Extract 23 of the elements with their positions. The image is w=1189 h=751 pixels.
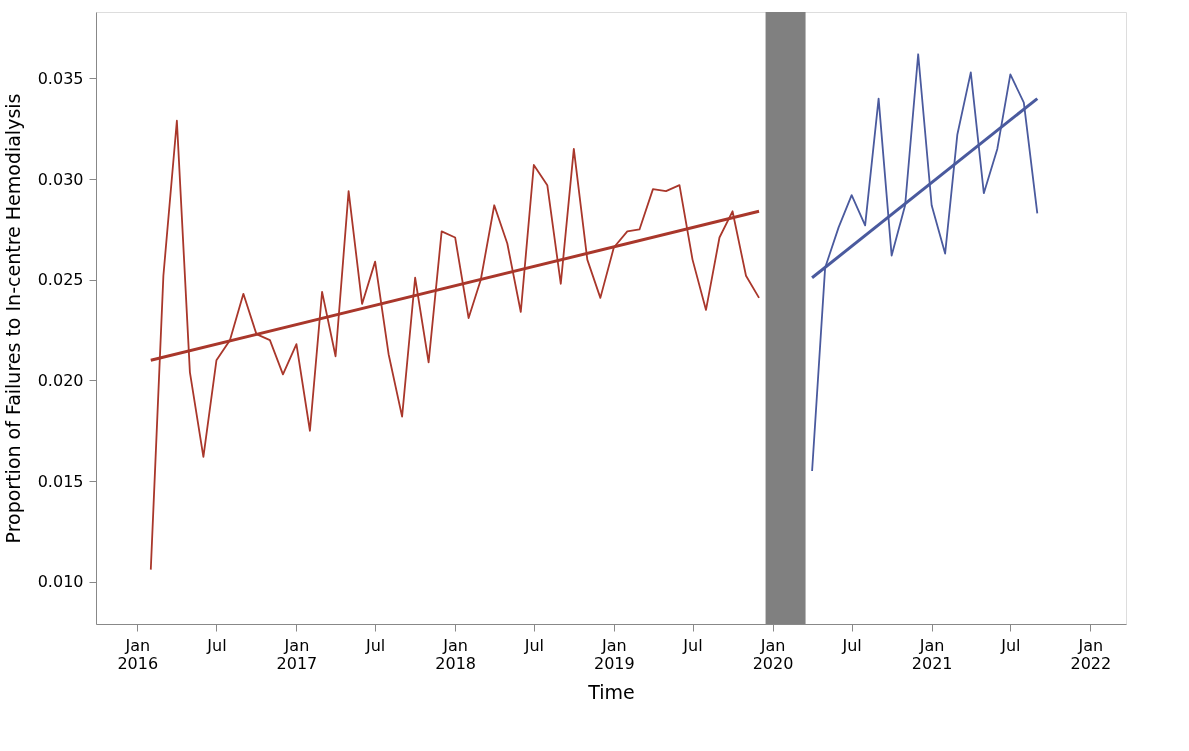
- x-tick-label: Jul: [523, 635, 544, 655]
- line-series: [149, 119, 760, 571]
- x-tick-label: Jul: [364, 635, 386, 655]
- y-tick-label: 0.025: [37, 270, 84, 290]
- x-tick-label: Jan 2018: [435, 635, 476, 673]
- line-series: [811, 53, 1039, 472]
- x-tick-label: Jan 2016: [117, 635, 159, 673]
- x-tick-label: Jul: [206, 635, 227, 655]
- x-tick-label: Jan 2019: [593, 635, 635, 673]
- y-tick-label: 0.035: [37, 68, 84, 88]
- x-tick-label: Jan 2021: [911, 635, 953, 673]
- x-tick-label: Jul: [682, 635, 703, 655]
- y-tick-label: 0.030: [37, 169, 84, 189]
- x-tick-label: Jan 2017: [276, 635, 318, 673]
- y-tick-label: 0.015: [37, 471, 84, 491]
- x-tick-label: Jan 2022: [1070, 635, 1112, 673]
- x-tick-label: Jan 2020: [752, 635, 794, 673]
- y-tick-label: 0.010: [37, 572, 84, 592]
- x-tick-label: Jul: [841, 635, 862, 655]
- x-axis-title: Time: [587, 680, 635, 703]
- x-tick-label: Jul: [1000, 635, 1021, 655]
- y-tick-label: 0.020: [37, 370, 84, 390]
- y-axis-title: Proportion of Failures to In-centre Hemodialysis: [1, 93, 24, 544]
